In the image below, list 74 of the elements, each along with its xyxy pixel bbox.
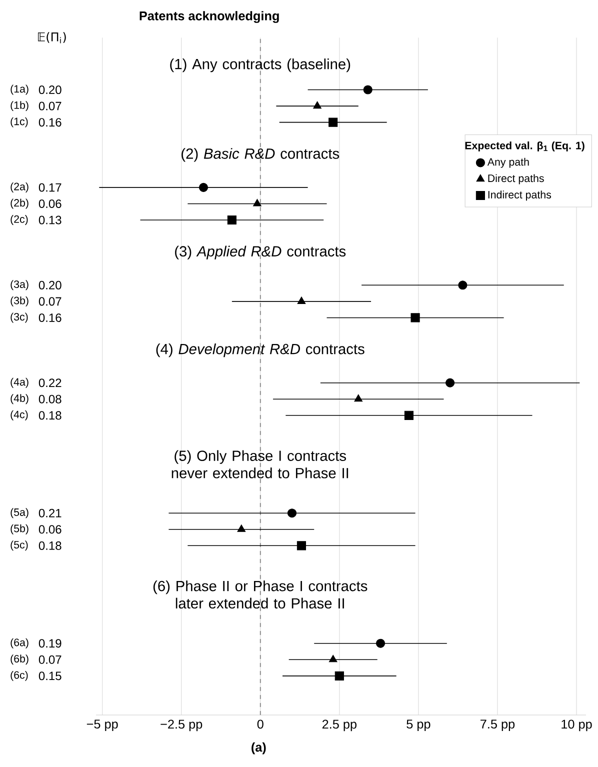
point — [227, 215, 236, 225]
y-tick-label: (3c) — [10, 312, 28, 323]
legend-title: Expected val. β$_{1}$ (Eq. 1) — [465, 141, 584, 152]
text: 0.07 — [38, 655, 62, 664]
text: 0.16 — [38, 313, 62, 322]
text: 0.15 — [38, 672, 62, 680]
point — [404, 410, 414, 420]
y-tick-label: (4b) — [10, 394, 28, 404]
x-tick-label: 5 pp — [406, 720, 430, 732]
legend-label: Indirect paths — [488, 190, 552, 201]
y-tick-label: (4a) — [10, 378, 28, 388]
text: 0.16 — [38, 118, 62, 127]
y-tick-label: (6c) — [10, 670, 28, 681]
annotation: (5) Only Phase I contracts never extended to Phase II — [172, 450, 348, 478]
point — [376, 638, 386, 648]
annotation: (1) Any contracts (baseline) — [170, 58, 350, 72]
text: 0.21 — [38, 508, 62, 518]
text: 0.13 — [38, 216, 62, 224]
x-tick-label: 0 — [257, 720, 264, 729]
x-axis-title: (a) — [252, 742, 266, 754]
text: 0.18 — [38, 541, 62, 550]
text: 0.08 — [38, 394, 62, 404]
legend-label: Direct paths — [488, 174, 544, 184]
point — [458, 280, 468, 290]
x-tick-label: −5 pp — [86, 720, 118, 732]
annotation: (6) Phase II or Phase I contracts later extended to Phase II — [153, 580, 368, 609]
y-tick-label: (2a) — [10, 182, 28, 192]
annotation: (3) Applied R&D contracts — [175, 246, 346, 260]
text: 0.19 — [38, 639, 62, 648]
x-tick-label: 2.5 pp — [322, 720, 356, 732]
y-tick-label: (5c) — [10, 540, 28, 551]
y-tick-label: (1a) — [10, 84, 28, 95]
x-tick-label: −2.5 pp — [160, 720, 202, 732]
text: 0.06 — [38, 199, 62, 208]
text: 0.07 — [38, 102, 62, 110]
y-tick-label: (2c) — [10, 215, 28, 225]
point — [198, 182, 208, 192]
y-tick-label: (3a) — [10, 280, 28, 290]
y-tick-label: (6a) — [10, 638, 28, 648]
y-tick-label: (4c) — [10, 410, 28, 420]
y-tick-label: (6b) — [10, 654, 28, 665]
text: 0.17 — [38, 183, 62, 192]
y-tick-label: (3b) — [10, 296, 28, 306]
point — [287, 508, 297, 518]
y-tick-label: (1c) — [10, 117, 28, 128]
text: 0.18 — [38, 411, 62, 420]
text: 0.20 — [38, 280, 62, 290]
y-axis-title: 𝔼(Π$_{i}$) — [38, 32, 66, 44]
point — [297, 296, 306, 304]
point — [446, 378, 455, 388]
text: 0.20 — [38, 86, 62, 94]
chart-title: Patents acknowledging — [140, 11, 279, 23]
legend-label: Any path — [487, 158, 529, 168]
text: 0.07 — [38, 297, 62, 306]
point — [354, 394, 363, 402]
y-tick-label: (5b) — [10, 524, 28, 534]
y-tick-label: (5a) — [10, 508, 28, 518]
text: 0.06 — [38, 525, 62, 534]
y-tick-label: (2b) — [10, 198, 28, 209]
y-tick-label: (1b) — [10, 101, 28, 112]
annotation: (4) Development R&D contracts — [156, 343, 364, 358]
x-tick-label: 10 pp — [562, 720, 592, 732]
point — [296, 541, 306, 550]
point — [328, 118, 338, 127]
point — [334, 671, 344, 680]
point — [363, 85, 372, 94]
point — [313, 101, 322, 109]
point — [237, 524, 246, 532]
x-tick-label: 7.5 pp — [480, 720, 515, 732]
text: 0.22 — [38, 378, 62, 388]
point — [410, 313, 420, 322]
point — [253, 198, 262, 206]
point — [328, 654, 338, 662]
annotation: (2) Basic R&D contracts — [182, 148, 340, 162]
